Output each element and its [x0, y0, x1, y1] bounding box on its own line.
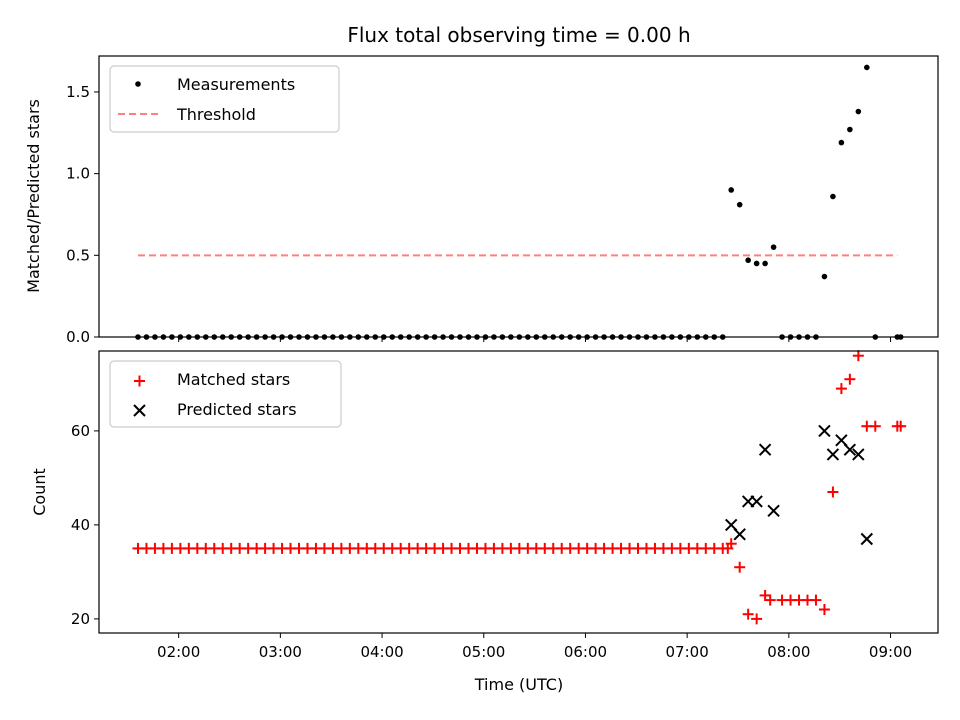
predicted-star-point — [750, 495, 763, 508]
bottom-plot-marks — [132, 350, 907, 625]
legend-matched-label: Matched stars — [177, 370, 290, 389]
legend-matched-marker — [134, 375, 145, 387]
top-axes-frame — [98, 55, 939, 338]
measurement-point — [745, 257, 751, 264]
legend-threshold-label: Threshold — [176, 105, 256, 124]
bottom-legend: Matched stars Predicted stars — [109, 360, 342, 428]
x-tick-label: 08:00 — [767, 643, 810, 661]
top-y-tick-label: 1.5 — [66, 83, 90, 101]
bottom-legend-box — [109, 360, 342, 428]
measurement-point — [753, 260, 760, 267]
matched-star-point — [827, 486, 839, 498]
predicted-star-point — [826, 448, 840, 461]
matched-star-point — [742, 608, 754, 620]
x-tick-label: 07:00 — [666, 643, 709, 661]
matched-star-point — [895, 420, 907, 432]
measurement-point — [770, 244, 777, 250]
predicted-star-point — [733, 528, 746, 541]
measurement-point — [838, 139, 845, 146]
measurement-point — [847, 126, 853, 133]
matched-star-point — [759, 589, 771, 601]
x-tick-label: 02:00 — [157, 643, 200, 661]
bottom-y-tick-label: 40 — [71, 516, 90, 534]
x-axis-label: Time (UTC) — [474, 675, 563, 694]
bottom-y-tick-label: 20 — [71, 610, 90, 628]
top-legend-box — [109, 65, 340, 133]
bottom-panel: 20 40 60 02:00 03:00 04:00 05:00 06:00 07:00 08:… — [30, 350, 939, 694]
top-y-tick-label: 0.0 — [66, 328, 90, 346]
top-y-tick-label: 1.0 — [66, 165, 90, 183]
matched-star-point — [734, 561, 746, 573]
top-y-ticks: 0.0 0.5 1.0 1.5 — [66, 83, 99, 346]
matched-star-point — [818, 604, 830, 615]
x-tick-label: 05:00 — [462, 643, 505, 661]
top-legend: Measurements Threshold — [109, 65, 340, 133]
top-panel: Flux total observing time = 0.00 h 0.00.… — [24, 23, 939, 346]
legend-predicted-marker — [133, 404, 146, 417]
measurement-point — [855, 108, 862, 115]
predicted-star-point — [852, 448, 865, 461]
matched-star-point — [844, 373, 856, 385]
measurement-point — [736, 201, 743, 208]
bottom-y-axis-label: Count — [30, 468, 49, 516]
predicted-star-point — [767, 504, 780, 518]
bottom-axes-frame — [98, 350, 939, 634]
bottom-x-ticks: 02:00 03:00 04:00 05:00 06:00 07:00 08:00 09:00 — [157, 633, 912, 661]
x-tick-label: 09:00 — [869, 643, 912, 661]
bottom-y-ticks: 20 40 60 — [71, 422, 99, 628]
x-tick-label: 03:00 — [259, 643, 302, 661]
matched-star-point — [725, 538, 737, 550]
predicted-star-point — [843, 443, 857, 456]
measurement-point — [821, 273, 828, 280]
chart-title: Flux total observing time = 0.00 h — [347, 23, 690, 47]
bottom-y-tick-label: 60 — [71, 422, 90, 440]
matched-star-point — [869, 420, 881, 432]
legend-predicted-label: Predicted stars — [177, 400, 297, 419]
measurement-point — [728, 187, 735, 193]
x-tick-label: 04:00 — [360, 643, 403, 661]
top-y-tick-label: 0.5 — [66, 246, 90, 264]
measurement-point — [864, 64, 870, 71]
matched-star-point — [852, 350, 864, 362]
predicted-star-point — [860, 532, 874, 546]
top-y-axis-label: Matched/Predicted stars — [24, 99, 43, 293]
measurement-point — [830, 193, 836, 200]
legend-measurements-label: Measurements — [177, 75, 295, 94]
matched-star-point — [835, 383, 847, 395]
x-tick-label: 06:00 — [564, 643, 607, 661]
predicted-star-point — [818, 424, 831, 438]
matched-star-point — [751, 613, 763, 625]
predicted-star-point — [758, 443, 772, 456]
measurement-point — [762, 260, 768, 267]
matched-star-point — [810, 594, 822, 606]
matched-star-point — [764, 594, 776, 606]
legend-measurements-marker — [135, 81, 141, 87]
